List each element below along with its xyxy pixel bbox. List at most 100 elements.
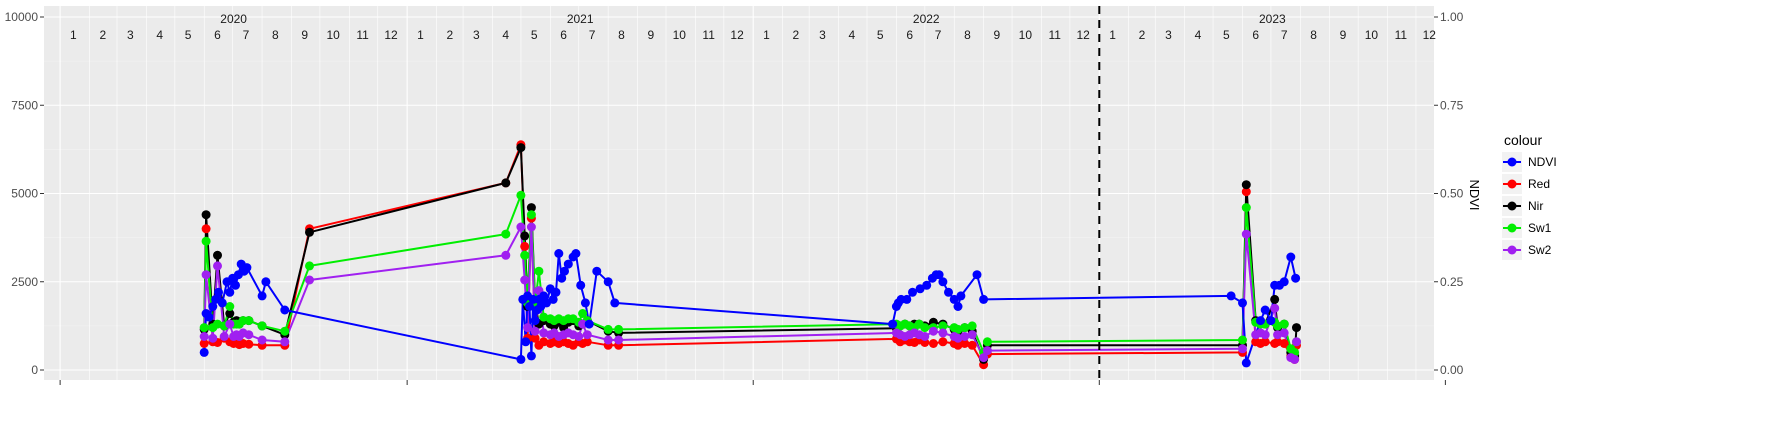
nir-data-point <box>1241 180 1251 190</box>
ndvi-data-point <box>563 259 573 269</box>
red-data-point <box>201 224 211 234</box>
month-label: 6 <box>1252 28 1259 42</box>
sw2-data-point <box>979 353 989 363</box>
sw2-data-point <box>225 319 235 329</box>
month-label: 10 <box>673 28 687 42</box>
sw2-data-point <box>928 326 938 336</box>
legend-key-point <box>1507 245 1517 255</box>
red-data-point <box>244 339 254 349</box>
month-label: 12 <box>384 28 398 42</box>
month-label: 3 <box>1165 28 1172 42</box>
ndvi-data-point <box>1238 298 1247 308</box>
ndvi-data-point <box>956 291 966 301</box>
sw2-data-point <box>213 261 222 271</box>
ndvi-data-point <box>915 284 925 294</box>
month-label: 2 <box>446 28 453 42</box>
ndvi-data-point <box>214 287 223 297</box>
sw1-data-point <box>982 337 992 347</box>
ndvi-data-point <box>516 354 526 364</box>
sw2-data-point <box>520 275 530 285</box>
red-data-point <box>928 339 938 348</box>
nir-data-point <box>501 178 511 188</box>
ndvi-data-point <box>944 287 953 297</box>
ndvi-data-point <box>217 298 227 308</box>
left-axis-tick-label: 2500 <box>11 275 38 289</box>
axes: 0 2500 5000 7500 10000 0.00 0.25 0.50 0.75 1.00 <box>5 10 1464 385</box>
legend-key-point <box>1507 201 1517 211</box>
month-label: 4 <box>502 28 509 42</box>
sw2-data-point <box>523 323 533 333</box>
legend-label: NDVI <box>1528 155 1557 169</box>
right-axis-tick-label: 0.25 <box>1440 275 1464 289</box>
sw2-data-point <box>1290 354 1300 364</box>
nir-data-point <box>516 143 526 153</box>
ndvi-data-point <box>979 294 989 304</box>
month-label: 12 <box>730 28 744 42</box>
sw2-data-point <box>1241 229 1251 239</box>
nir-data-point <box>1292 323 1301 333</box>
ndvi-data-point <box>888 319 898 329</box>
red-data-point <box>520 241 530 251</box>
ndvi-data-point <box>211 294 221 304</box>
right-axis-title: NDVI <box>1467 179 1482 210</box>
ndvi-data-point <box>548 294 558 304</box>
ndvi-data-point <box>610 298 620 308</box>
ndvi-data-point <box>592 266 602 276</box>
sw2-data-point <box>1238 344 1247 354</box>
legend-key-point <box>1507 157 1517 167</box>
sw2-data-point <box>516 222 526 232</box>
ndvi-data-point <box>231 280 240 290</box>
ndvi-data-point <box>1291 273 1301 283</box>
month-label: 8 <box>1310 28 1317 42</box>
month-label: 12 <box>1077 28 1091 42</box>
sw1-data-point <box>520 250 530 260</box>
sw2-data-point <box>305 275 314 285</box>
legend-label: Sw1 <box>1528 221 1552 235</box>
sw1-data-point <box>534 266 544 276</box>
right-axis-tick-label: 0.50 <box>1440 187 1464 201</box>
month-label: 5 <box>1223 28 1230 42</box>
ndvi-data-point <box>934 270 944 280</box>
red-data-point <box>967 340 977 350</box>
month-label: 10 <box>1019 28 1033 42</box>
ndvi-data-point <box>261 277 271 287</box>
sw1-data-point <box>967 321 977 331</box>
sw1-data-point <box>1241 203 1251 213</box>
sw1-data-point <box>1279 319 1289 329</box>
month-label: 9 <box>1340 28 1347 42</box>
sw1-data-point <box>578 309 588 318</box>
ndvi-data-point <box>1266 316 1276 326</box>
ndvi-data-point <box>530 316 540 326</box>
month-label: 4 <box>1195 28 1202 42</box>
series-points <box>199 140 1301 370</box>
ndvi-data-point <box>557 273 567 283</box>
sw2-data-point <box>920 332 930 341</box>
ndvi-data-point <box>1279 277 1289 287</box>
ndvi-data-point <box>949 294 959 304</box>
sw2-data-point <box>208 333 218 343</box>
ndvi-data-point <box>1241 358 1251 368</box>
nir-data-point <box>305 227 314 237</box>
sw2-data-point <box>582 330 592 340</box>
month-label: 4 <box>156 28 163 42</box>
ndvi-data-point <box>554 249 564 258</box>
sw1-data-point <box>501 229 511 239</box>
month-label: 7 <box>243 28 250 42</box>
month-label: 2 <box>793 28 800 42</box>
nir-data-point <box>520 231 530 241</box>
sw1-data-point <box>257 321 267 331</box>
sw1-data-point <box>305 261 314 271</box>
red-data-point <box>938 337 948 347</box>
month-label: 5 <box>531 28 538 42</box>
year-label: 2021 <box>567 12 594 26</box>
ndvi-data-point <box>280 305 290 315</box>
nir-data-point <box>526 203 536 213</box>
sw1-data-point <box>526 210 536 220</box>
month-label: 1 <box>70 28 77 42</box>
ndvi-data-point <box>539 291 549 301</box>
sw2-data-point <box>219 332 229 341</box>
red-data-point <box>1241 187 1251 197</box>
month-label: 2 <box>1139 28 1146 42</box>
ndvi-data-point <box>922 280 932 290</box>
sw2-data-point <box>614 335 624 345</box>
